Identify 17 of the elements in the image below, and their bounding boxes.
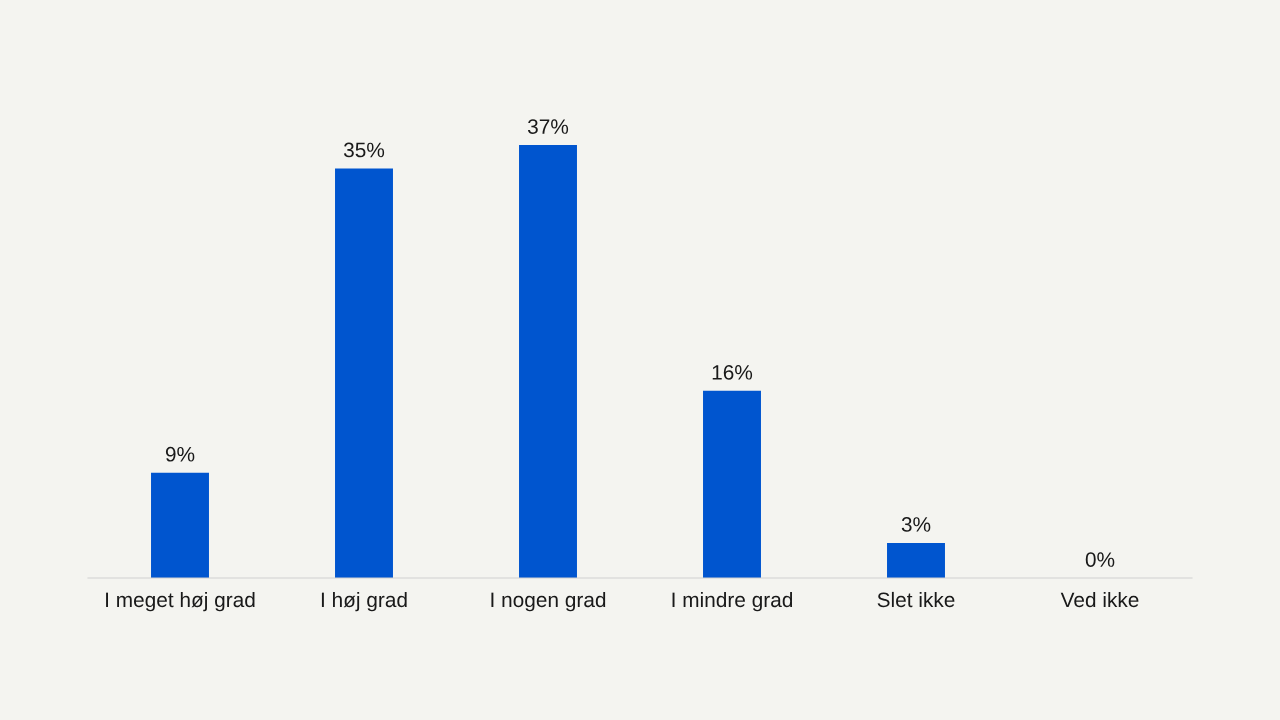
bar xyxy=(151,472,209,578)
x-tick-label: I mindre grad xyxy=(672,591,793,612)
bar xyxy=(519,145,577,578)
bar xyxy=(335,168,393,578)
x-tick-label: I meget høj grad xyxy=(106,591,255,612)
x-tick-label: Slet ikke xyxy=(877,591,955,608)
data-label: 3% xyxy=(901,517,931,532)
data-label: 37% xyxy=(527,119,569,134)
bar xyxy=(887,542,945,578)
x-tick-label: I nogen grad xyxy=(491,591,606,612)
data-label: 9% xyxy=(165,446,195,462)
x-tick-label: I høj grad xyxy=(321,591,407,612)
bar xyxy=(703,390,761,578)
data-label: 16% xyxy=(712,364,753,380)
data-label: 0% xyxy=(1085,552,1115,567)
data-label: 35% xyxy=(343,142,385,158)
x-tick-label: Ved ikke xyxy=(1060,591,1139,608)
